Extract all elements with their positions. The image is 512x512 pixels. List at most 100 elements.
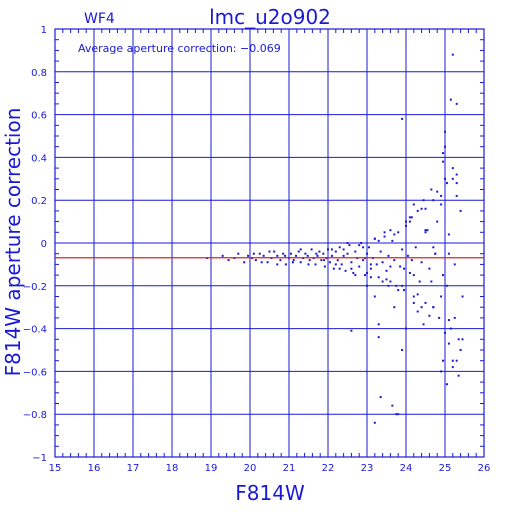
data-point [299, 248, 302, 251]
data-point [266, 261, 269, 264]
data-point [424, 229, 427, 232]
data-point [440, 295, 443, 298]
data-point [455, 182, 458, 185]
data-point [385, 269, 388, 272]
data-point [315, 252, 318, 255]
chart-grid [54, 28, 485, 458]
data-point [377, 276, 380, 279]
data-point [334, 263, 337, 266]
data-point [366, 252, 368, 255]
data-point [422, 323, 425, 326]
data-point [403, 267, 406, 270]
data-point [254, 259, 257, 262]
y-tick-label: 0 [41, 239, 47, 250]
data-point [426, 229, 429, 232]
x-tick-label: 17 [127, 463, 140, 474]
data-point [350, 261, 353, 264]
data-point [340, 263, 343, 266]
data-point [408, 271, 411, 274]
data-point [237, 252, 240, 255]
data-point [451, 366, 454, 369]
data-point [323, 259, 326, 262]
data-point [393, 259, 396, 262]
data-point [434, 252, 437, 255]
data-point [358, 244, 361, 247]
data-point [430, 280, 433, 283]
y-tick-label: −0.8 [23, 410, 47, 421]
data-point [397, 289, 400, 292]
data-point [381, 261, 384, 264]
data-point [284, 263, 287, 266]
data-point [308, 259, 311, 262]
data-point [273, 250, 276, 253]
data-point [405, 220, 407, 223]
data-point [420, 306, 423, 309]
data-point [243, 261, 246, 264]
data-point [342, 248, 345, 251]
data-point [330, 248, 333, 251]
data-point [334, 250, 337, 253]
data-point [342, 254, 345, 257]
data-point [289, 252, 292, 255]
data-point [338, 267, 341, 270]
y-tick-label: −1 [32, 453, 47, 464]
data-point [279, 259, 282, 262]
data-point [451, 53, 454, 56]
data-point [412, 295, 415, 298]
data-point [424, 231, 427, 234]
data-point [322, 252, 325, 255]
data-point [444, 331, 446, 334]
data-point [310, 248, 313, 251]
data-point [430, 188, 433, 191]
data-point [379, 396, 382, 399]
data-point [414, 246, 417, 249]
data-point [412, 203, 415, 206]
chart-subtitle: WF4 [84, 11, 115, 27]
x-tick-label: 16 [88, 463, 101, 474]
data-point [447, 319, 450, 322]
data-point [369, 263, 372, 266]
data-point [284, 254, 287, 257]
data-point [444, 130, 446, 133]
data-point [364, 274, 367, 277]
data-point [447, 233, 450, 236]
data-point [346, 252, 349, 255]
data-point [262, 254, 265, 257]
data-point [391, 404, 394, 407]
data-point [416, 293, 419, 296]
data-point [358, 265, 361, 268]
data-point [412, 301, 415, 304]
y-tick-label: 0.2 [31, 196, 47, 207]
x-tick-label: 19 [205, 463, 218, 474]
data-point [428, 314, 431, 317]
data-point [375, 263, 378, 266]
data-point [369, 276, 372, 279]
data-point [354, 274, 357, 277]
data-point [412, 274, 415, 277]
data-point [445, 284, 448, 287]
data-point [367, 246, 370, 249]
data-point [352, 271, 355, 274]
data-point [440, 370, 443, 373]
tick-labels: 15 16 17 18 19 20 21 22 23 24 25 26 1 0.8 0.6 0.4 0.2 0 −0… [23, 25, 491, 474]
data-point [276, 263, 279, 266]
data-point [328, 261, 331, 264]
data-point [373, 295, 376, 298]
data-point [360, 242, 363, 244]
data-point [453, 316, 456, 319]
data-point [418, 280, 421, 283]
data-point [395, 413, 398, 416]
average-correction-annotation: Average aperture correction: −0.069 [78, 42, 281, 55]
data-point [227, 259, 230, 262]
data-point [449, 327, 452, 330]
data-point [444, 177, 446, 180]
data-point [318, 250, 321, 253]
data-point [447, 252, 450, 255]
chart-title: lmc_u2o902 [209, 5, 331, 29]
y-tick-label: −0.4 [23, 325, 47, 336]
data-point [420, 261, 423, 264]
data-point [258, 252, 261, 255]
data-point [377, 336, 380, 339]
data-point [424, 301, 427, 304]
data-point [410, 216, 413, 219]
